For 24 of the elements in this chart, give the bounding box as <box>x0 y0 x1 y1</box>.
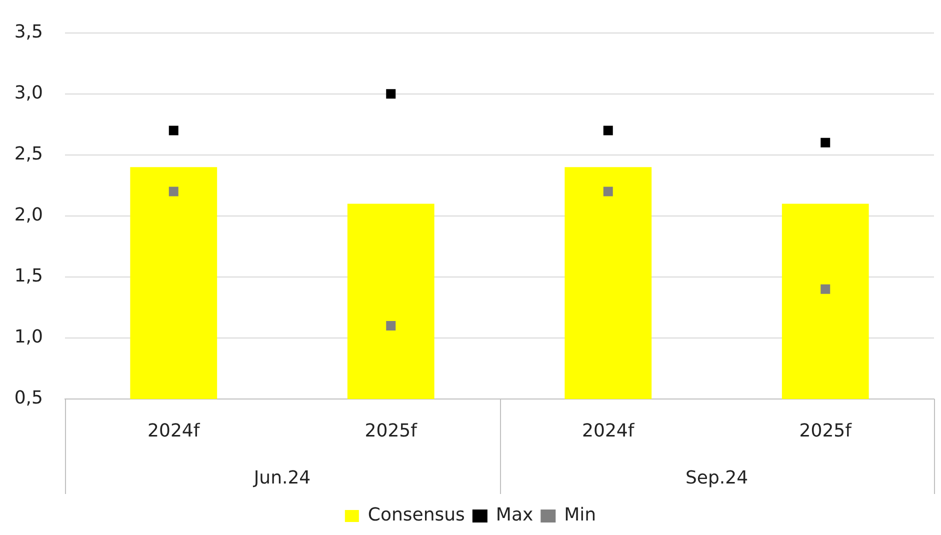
legend-label: Consensus <box>368 504 465 526</box>
legend-label: Min <box>564 504 596 526</box>
x-tick-label: 2024f <box>582 420 635 442</box>
y-tick-label: 3,5 <box>14 21 43 42</box>
y-tick-label: 3,0 <box>14 82 43 104</box>
x-tick-label: 2025f <box>364 420 418 442</box>
point <box>386 89 396 99</box>
legend-label: Max <box>496 504 534 526</box>
point <box>603 126 613 136</box>
point <box>386 321 396 331</box>
x-tick-label: 2025f <box>799 420 852 442</box>
point <box>168 186 178 196</box>
text: Sep.24 <box>685 468 748 489</box>
y-tick-label: 2,0 <box>14 204 43 226</box>
point <box>820 284 830 294</box>
y-tick-label: 1,5 <box>14 266 43 287</box>
x-tick-label: 2024f <box>148 420 200 442</box>
y-tick-label: 1,0 <box>14 326 43 348</box>
point <box>168 126 178 136</box>
text: Jun.24 <box>252 468 311 489</box>
y-tick-label: 2,5 <box>14 144 43 165</box>
point <box>820 138 830 148</box>
point <box>603 186 613 196</box>
y-tick-label: 0,5 <box>14 388 43 409</box>
